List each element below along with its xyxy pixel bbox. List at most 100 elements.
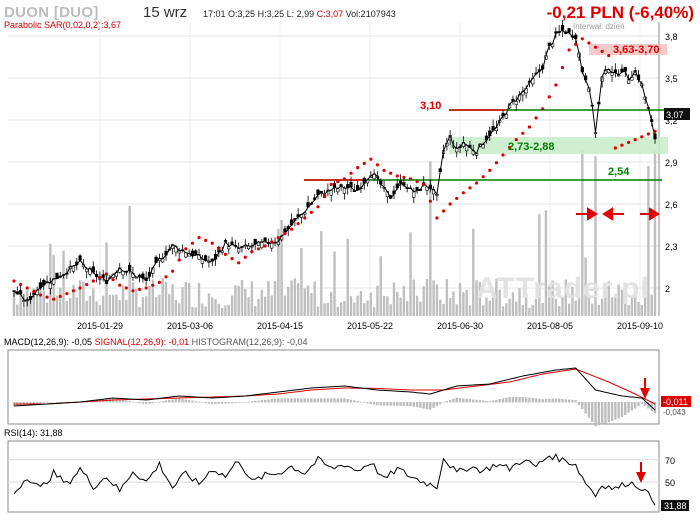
macd-panel: -0,011 -0,043 xyxy=(7,349,691,427)
volume-bar xyxy=(310,292,313,316)
histogram-bar xyxy=(567,399,571,403)
histogram-bar xyxy=(505,397,508,403)
histogram-bar xyxy=(548,398,551,403)
volume-bar xyxy=(168,293,171,316)
sar-dot xyxy=(474,181,479,185)
candle-body xyxy=(237,248,241,253)
candle-body xyxy=(71,265,76,272)
volume-bar xyxy=(125,299,128,316)
volume-bar xyxy=(346,238,349,316)
macd-histogram xyxy=(12,396,657,427)
volume-bar xyxy=(389,304,392,316)
volume-bar xyxy=(544,210,548,316)
candle-body xyxy=(349,181,353,187)
volume-bar xyxy=(144,296,148,316)
sar-dot xyxy=(521,131,525,135)
sar-dot xyxy=(177,258,181,262)
histogram-bar xyxy=(481,400,485,403)
histogram-bar xyxy=(181,398,184,403)
histogram-bar xyxy=(230,402,234,404)
parabolic-sar-dots xyxy=(12,37,657,301)
histogram-bar xyxy=(55,402,59,403)
sar-dot xyxy=(633,138,637,142)
histogram-bar xyxy=(465,398,468,403)
sar-dot xyxy=(534,116,538,120)
histogram-bar xyxy=(161,401,164,403)
histogram-bar xyxy=(158,401,161,403)
date-tick-3: 2015-05-22 xyxy=(347,321,393,331)
volume-bar xyxy=(75,297,78,316)
histogram-bar xyxy=(39,402,42,404)
volume-bar xyxy=(524,293,528,316)
candle-body xyxy=(329,190,333,196)
histogram-bar xyxy=(287,398,290,403)
histogram-bar xyxy=(267,399,270,403)
volume-bar xyxy=(181,287,184,316)
histogram-bar xyxy=(472,399,475,403)
histogram-bar xyxy=(220,402,224,404)
volume-bar xyxy=(171,284,174,316)
histogram-bar xyxy=(389,402,392,406)
histogram-bar xyxy=(435,402,439,407)
volume-bar xyxy=(521,305,525,316)
volume-bar xyxy=(52,255,55,316)
histogram-bar xyxy=(396,402,399,406)
sar-dot xyxy=(574,42,578,47)
volume-bar xyxy=(415,295,419,316)
histogram-bar xyxy=(217,402,221,404)
histogram-bar xyxy=(633,402,637,409)
volume-bar xyxy=(164,281,168,316)
volume-bar xyxy=(372,307,376,316)
histogram-bar xyxy=(359,401,363,403)
sar-dot xyxy=(19,282,23,287)
sar-dot xyxy=(144,286,148,290)
histogram-bar xyxy=(501,398,505,403)
watermark: ATTrader.pl xyxy=(476,272,650,305)
price-tick-0: 2 xyxy=(665,284,670,294)
candle-body xyxy=(481,144,485,149)
date-tick-2: 2015-04-15 xyxy=(257,321,303,331)
volume-bar xyxy=(349,296,353,316)
volume-bar xyxy=(458,283,462,316)
histogram-bar xyxy=(363,402,366,403)
sar-dot xyxy=(243,255,247,259)
volume-bar xyxy=(78,280,82,316)
sar-dot xyxy=(322,194,327,198)
volume-bar xyxy=(363,303,366,316)
histogram-bar xyxy=(148,402,151,404)
volume-bar xyxy=(353,302,356,316)
histogram-bar xyxy=(637,402,640,407)
histogram-bar xyxy=(557,398,561,403)
volume-bar xyxy=(303,288,306,316)
volume-bar xyxy=(273,281,277,316)
histogram-bar xyxy=(211,402,214,405)
volume-bar xyxy=(131,282,135,316)
histogram-bar xyxy=(627,402,630,413)
close-price-line xyxy=(13,29,656,301)
volume-bar xyxy=(247,297,250,316)
sar-dot xyxy=(342,177,347,181)
volume-bar xyxy=(518,288,521,316)
volume-bar xyxy=(287,286,290,316)
volume-bars xyxy=(12,150,657,316)
date-axis-ticks: 2015-01-29 2015-03-06 2015-04-15 2015-05-22… xyxy=(77,321,663,331)
sar-dot xyxy=(580,37,584,41)
histogram-bar xyxy=(584,402,587,414)
sar-dot xyxy=(527,125,532,129)
volume-bar xyxy=(399,297,402,316)
volume-bar xyxy=(270,295,273,316)
volume-bar xyxy=(121,285,125,316)
histogram-bar xyxy=(511,396,515,403)
volume-bar xyxy=(161,278,164,316)
sar-dot xyxy=(111,278,115,282)
histogram-bar xyxy=(204,402,207,404)
volume-bar xyxy=(118,300,121,316)
histogram-bar xyxy=(49,402,52,403)
histogram-bar xyxy=(154,402,158,403)
rsi-line xyxy=(13,453,656,506)
volume-bar xyxy=(633,284,637,316)
volume-bar xyxy=(554,298,558,316)
volume-bar xyxy=(151,279,154,316)
histogram-bar xyxy=(409,402,412,407)
histogram-bar xyxy=(491,400,495,403)
